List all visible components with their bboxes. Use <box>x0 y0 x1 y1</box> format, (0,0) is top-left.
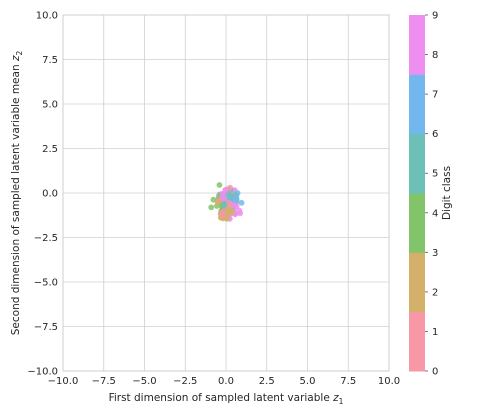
colorbar-tick-label: 3 <box>432 248 438 259</box>
x-tick-label: −2.5 <box>173 376 197 387</box>
y-tick-label: 10.0 <box>36 11 58 22</box>
scatter-point <box>222 187 229 194</box>
y-tick-label: 2.5 <box>42 144 58 155</box>
x-tick-label: 0.0 <box>218 376 234 387</box>
colorbar-tick-label: 7 <box>432 90 438 101</box>
colorbar-tick-label: 6 <box>432 129 438 140</box>
colorbar-tick-label: 1 <box>432 327 438 338</box>
scatter-point <box>227 193 234 200</box>
x-tick-labels: −10.0 −7.5 −5.0 −2.5 0.0 2.5 5.0 7.5 10.0 <box>48 376 400 387</box>
scatter-point <box>227 201 234 208</box>
scatter-point <box>233 203 240 210</box>
colorbar-band <box>409 15 425 75</box>
colorbar-band <box>409 252 425 313</box>
y-tick-label: −2.5 <box>34 233 58 244</box>
colorbar-band <box>409 311 425 372</box>
x-axis-label: First dimension of sampled latent variab… <box>109 392 344 406</box>
colorbar-band <box>409 133 425 194</box>
x-tick-label: 10.0 <box>378 376 400 387</box>
y-tick-label: 0.0 <box>42 189 58 200</box>
y-tick-label: −7.5 <box>34 322 58 333</box>
colorbar-tick-label: 0 <box>432 367 438 378</box>
scatter-point <box>227 184 234 191</box>
scatter-point <box>238 199 245 206</box>
colorbar-tick-label: 5 <box>432 169 438 180</box>
scatter-point <box>210 196 217 203</box>
scatter-point <box>219 191 226 197</box>
colorbar-band <box>409 193 425 253</box>
scatter-point <box>223 215 230 222</box>
colorbar-ticks: 0 1 2 3 4 5 6 7 8 9 <box>425 11 438 378</box>
x-tick-label: 5.0 <box>300 376 316 387</box>
x-tick-label: −5.0 <box>132 376 156 387</box>
colorbar-band <box>409 74 425 135</box>
x-tick-label: 2.5 <box>259 376 275 387</box>
scatter-point <box>237 210 244 217</box>
scatter-point <box>229 208 236 215</box>
y-tick-label: −10.0 <box>27 367 58 378</box>
x-tick-label: 7.5 <box>340 376 356 387</box>
scatter-point <box>208 204 215 211</box>
colorbar-tick-label: 8 <box>432 50 438 61</box>
colorbar-tick-label: 2 <box>432 287 438 298</box>
scatter-point <box>216 182 223 188</box>
scatter-point <box>214 199 221 206</box>
x-tick-label: −7.5 <box>92 376 116 387</box>
colorbar-tick-label: 4 <box>432 208 438 219</box>
colorbar-label: Digit class <box>441 166 453 220</box>
y-tick-label: 7.5 <box>42 55 58 66</box>
colorbar <box>409 15 425 372</box>
scatter-points <box>208 182 245 222</box>
scatter-point <box>221 201 228 208</box>
y-axis-label: Second dimension of sampled latent varia… <box>10 51 24 336</box>
x-tick-label: −10.0 <box>48 376 79 387</box>
colorbar-tick-label: 9 <box>432 11 438 22</box>
plot-frame <box>62 14 390 372</box>
y-tick-labels: 10.0 7.5 5.0 2.5 0.0 −2.5 −5.0 −7.5 −10.0 <box>27 11 58 378</box>
y-tick-label: 5.0 <box>42 100 58 111</box>
y-tick-label: −5.0 <box>34 278 58 289</box>
